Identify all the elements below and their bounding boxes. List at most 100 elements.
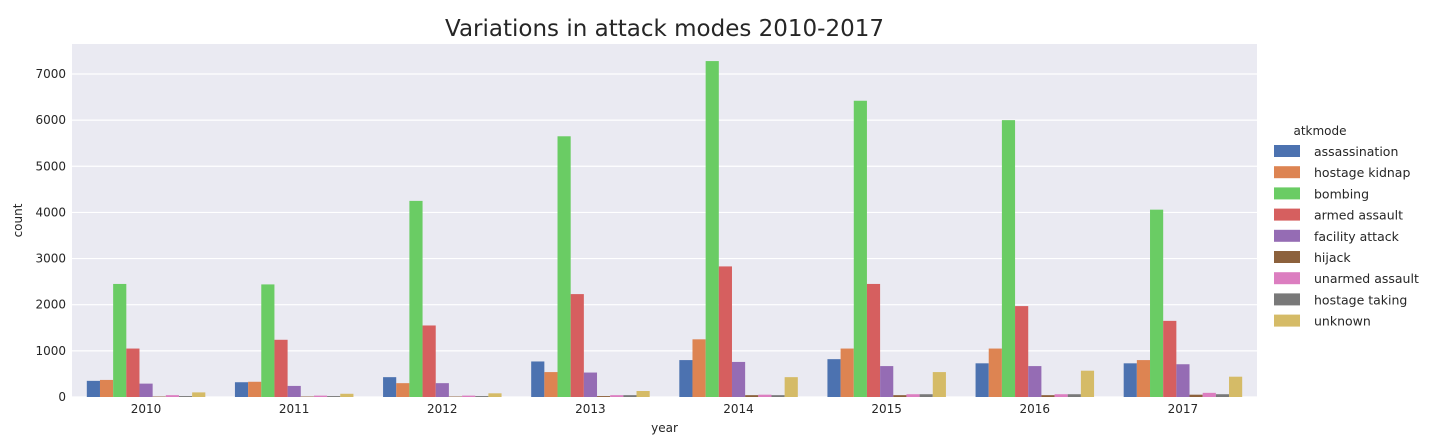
- legend-label: hijack: [1314, 250, 1351, 265]
- bar: [975, 363, 989, 397]
- legend-swatch: [1274, 166, 1300, 179]
- x-tick-label: 2011: [279, 402, 310, 416]
- bar: [1136, 360, 1151, 397]
- bar: [1163, 320, 1177, 397]
- legend-label: hostage kidnap: [1314, 165, 1410, 180]
- bar: [422, 325, 436, 397]
- bar: [570, 294, 584, 397]
- bar: [383, 377, 397, 397]
- legend-label: hostage taking: [1314, 292, 1407, 307]
- bar: [610, 395, 624, 397]
- bar: [893, 395, 907, 397]
- x-tick-label: 2016: [1020, 402, 1051, 416]
- x-tick-label: 2014: [723, 402, 754, 416]
- plot-area: [72, 44, 1257, 397]
- legend-title: atkmode: [1293, 124, 1346, 138]
- legend-swatch: [1274, 293, 1300, 306]
- bar: [1189, 394, 1203, 397]
- bar: [597, 396, 611, 397]
- bar: [932, 372, 946, 397]
- bar: [1215, 394, 1230, 397]
- y-tick-label: 1000: [35, 344, 66, 358]
- bar: [745, 395, 759, 397]
- legend-swatch: [1274, 272, 1300, 285]
- bar: [557, 136, 571, 397]
- bar: [1229, 376, 1243, 397]
- bar: [126, 348, 140, 397]
- bar: [1202, 392, 1216, 397]
- bar: [1080, 370, 1095, 397]
- bar: [86, 380, 100, 397]
- bar: [248, 381, 262, 397]
- bar: [1041, 395, 1055, 397]
- bar: [544, 372, 558, 397]
- bar: [988, 348, 1002, 397]
- x-tick-label: 2013: [575, 402, 606, 416]
- legend-swatch: [1274, 314, 1300, 327]
- bar: [234, 382, 249, 397]
- legend-swatch: [1274, 145, 1300, 157]
- bar: [396, 383, 410, 397]
- legend-swatch: [1274, 251, 1300, 263]
- bar: [636, 391, 650, 397]
- legend-label: armed assault: [1314, 208, 1403, 223]
- legend-swatch: [1274, 187, 1300, 200]
- chart-title: Variations in attack modes 2010-2017: [445, 16, 884, 42]
- bar: [475, 396, 489, 397]
- legend-label: facility attack: [1314, 229, 1400, 244]
- bar: [784, 377, 798, 397]
- bar: [718, 266, 732, 397]
- y-tick-label: 2000: [35, 298, 66, 312]
- bar: [274, 339, 288, 397]
- bar: [435, 383, 449, 397]
- bar: [261, 284, 275, 397]
- legend: atkmode assassination hostage kidnap bombi…: [1274, 124, 1419, 329]
- bar: [488, 393, 502, 397]
- bar: [692, 339, 706, 397]
- bar: [531, 361, 545, 397]
- bar: [758, 394, 772, 397]
- bar: [771, 395, 785, 397]
- y-tick-label: 4000: [35, 205, 66, 219]
- x-axis-label: year: [651, 421, 678, 435]
- bar: [840, 348, 854, 397]
- bar: [919, 394, 933, 397]
- legend-label: bombing: [1314, 186, 1369, 201]
- y-axis-label: count: [11, 203, 25, 237]
- bar: [1150, 209, 1164, 397]
- bar: [583, 372, 598, 397]
- legend-label: assassination: [1314, 144, 1398, 159]
- bar: [287, 385, 301, 397]
- bar: [1176, 364, 1190, 397]
- bar: [178, 396, 193, 397]
- bar: [139, 383, 153, 397]
- bar: [1123, 363, 1137, 397]
- bar: [1015, 306, 1029, 397]
- bar: [192, 392, 206, 397]
- y-tick-label: 6000: [35, 113, 66, 127]
- bar: [1028, 366, 1042, 397]
- bar: [327, 396, 341, 397]
- y-tick-label: 3000: [35, 252, 66, 266]
- bar: [1067, 394, 1081, 397]
- y-axis-ticks: 0 1000 2000 3000 4000 5000 6000 7000: [35, 67, 66, 404]
- bar: [340, 393, 354, 397]
- bar: [880, 366, 894, 397]
- bar: [165, 395, 179, 397]
- bar: [1054, 394, 1068, 397]
- x-tick-label: 2015: [871, 402, 902, 416]
- legend-label: unknown: [1314, 314, 1371, 329]
- bar: [679, 360, 693, 397]
- x-axis-ticks: 2010 2011 2012 2013 2014 2015 2016 2017: [131, 402, 1198, 416]
- bar: [866, 283, 881, 397]
- legend-swatch: [1274, 208, 1300, 221]
- y-tick-label: 5000: [35, 159, 66, 173]
- legend-swatch: [1274, 229, 1300, 242]
- bar: [113, 283, 127, 397]
- x-tick-label: 2017: [1168, 402, 1199, 416]
- y-tick-label: 7000: [35, 67, 66, 81]
- legend-label: unarmed assault: [1314, 271, 1419, 286]
- y-tick-label: 0: [58, 390, 66, 404]
- bar: [99, 379, 114, 397]
